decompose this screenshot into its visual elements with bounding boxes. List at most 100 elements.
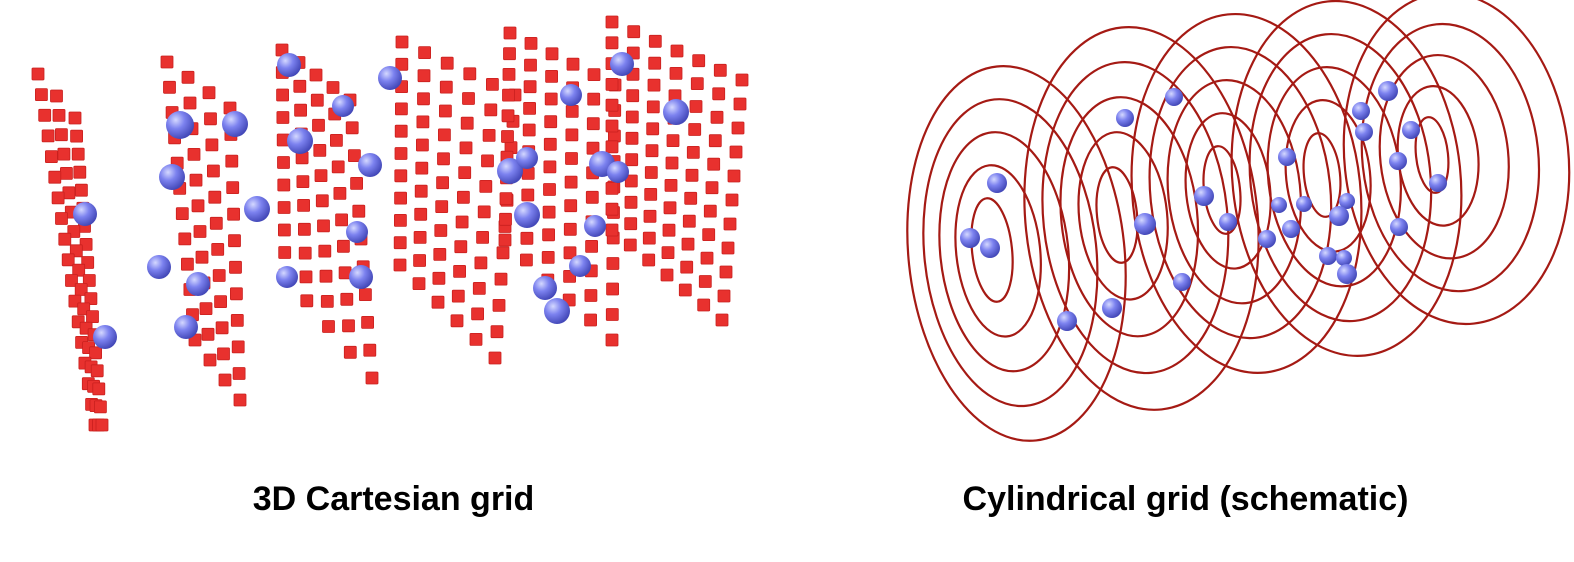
grid-cube (296, 175, 310, 189)
grid-cube (563, 222, 577, 236)
grid-cube (55, 212, 68, 225)
grid-cube (393, 258, 407, 272)
grid-cube (317, 219, 330, 233)
grid-cube (543, 183, 556, 196)
grid-cube (692, 54, 706, 68)
particle-sphere (287, 128, 313, 154)
grid-cube (646, 122, 660, 136)
particle-sphere (1378, 81, 1398, 101)
grid-cube (329, 133, 343, 147)
grid-cube (205, 138, 219, 152)
grid-cube (721, 241, 735, 255)
particle-sphere (544, 298, 570, 324)
grid-cube (75, 183, 88, 197)
grid-cube (684, 191, 698, 205)
grid-cube (211, 242, 225, 256)
grid-cube (79, 237, 93, 251)
grid-cube (62, 186, 76, 200)
particle-sphere (1194, 186, 1214, 206)
grid-cube (52, 109, 66, 122)
grid-cube (605, 202, 619, 216)
grid-cube (394, 191, 408, 205)
particle-sphere (516, 147, 538, 169)
grid-cube (365, 371, 379, 385)
grid-cube (690, 77, 704, 90)
grid-ring (1302, 132, 1342, 218)
grid-cube (700, 251, 714, 265)
grid-cube (314, 169, 328, 183)
grid-cube (394, 124, 408, 138)
grid-cube (326, 81, 340, 94)
grid-cube (352, 204, 366, 218)
grid-cube (277, 223, 291, 237)
grid-cube (310, 93, 324, 107)
grid-ring (954, 164, 1042, 338)
grid-cube (228, 234, 241, 248)
grid-cube (725, 193, 739, 207)
particle-sphere (610, 52, 634, 76)
grid-cube (414, 207, 428, 221)
grid-cube (605, 119, 619, 133)
grid-cube (662, 223, 676, 237)
grid-cube (225, 154, 239, 168)
grid-ring (1023, 26, 1260, 411)
grid-cube (587, 92, 601, 106)
grid-cube (455, 215, 469, 229)
grid-cube (440, 56, 454, 70)
particle-sphere (358, 153, 382, 177)
particle-sphere (174, 315, 198, 339)
grid-cube (191, 199, 205, 213)
grid-cube (229, 260, 242, 274)
grid-cube (438, 104, 452, 118)
particle-sphere (1134, 213, 1156, 235)
particle-sphere (980, 238, 1000, 258)
grid-cube (214, 295, 228, 309)
grid-cube (523, 102, 536, 115)
grid-cube (661, 246, 675, 260)
grid-cube (277, 201, 291, 214)
grid-cube (209, 216, 223, 230)
grid-cube (712, 87, 726, 101)
grid-cube (68, 111, 82, 125)
grid-cube (664, 178, 678, 192)
grid-cube (393, 236, 407, 250)
grid-cube (702, 228, 716, 242)
grid-cube (48, 170, 62, 184)
grid-cube (415, 138, 429, 152)
grid-cube (450, 314, 464, 328)
grid-ring (906, 65, 1127, 442)
grid-cube (297, 222, 311, 236)
grid-cube (417, 92, 430, 106)
grid-cube (276, 88, 290, 102)
particle-sphere (346, 221, 368, 243)
grid-cube (542, 228, 555, 242)
grid-cube (212, 269, 226, 282)
grid-ring (1378, 53, 1510, 260)
grid-cube (542, 205, 556, 219)
cylindrical-grid-caption: Cylindrical grid (schematic) (962, 480, 1409, 518)
grid-cube (488, 351, 502, 365)
grid-cube (605, 15, 619, 29)
grid-cube (469, 332, 483, 346)
grid-cube (55, 128, 68, 142)
grid-cube (606, 257, 620, 270)
grid-ring (922, 98, 1099, 408)
grid-cube (585, 239, 598, 253)
grid-cube (645, 144, 659, 158)
grid-cube (666, 134, 680, 148)
grid-cube (543, 160, 557, 174)
particle-sphere (1352, 102, 1370, 120)
grid-cube (605, 36, 619, 50)
particle-sphere (166, 111, 194, 139)
grid-cube (435, 200, 449, 214)
grid-cube (199, 302, 213, 316)
grid-cube (648, 34, 662, 48)
grid-cube (414, 184, 428, 198)
grid-cube (206, 164, 220, 178)
grid-cube (710, 110, 724, 124)
grid-cube (623, 238, 637, 252)
grid-cube (297, 198, 311, 212)
grid-cube (71, 147, 85, 161)
grid-cube (395, 57, 409, 71)
grid-cube (503, 47, 516, 61)
